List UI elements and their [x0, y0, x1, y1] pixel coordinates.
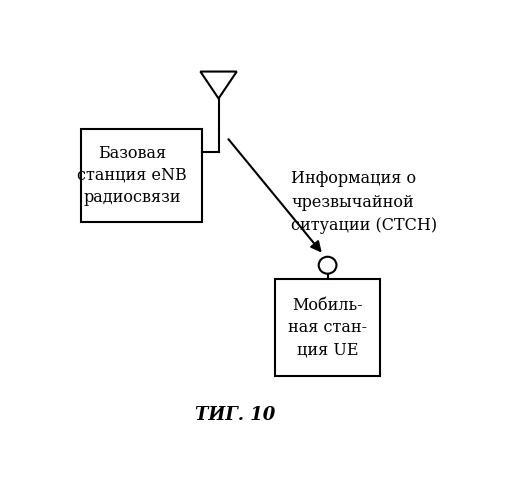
Bar — [81, 130, 202, 222]
Text: Базовая
станция eNB
радиосвязи: Базовая станция eNB радиосвязи — [77, 145, 187, 206]
Polygon shape — [201, 72, 237, 99]
Text: Мобиль-
ная стан-
ция UE: Мобиль- ная стан- ция UE — [288, 297, 367, 358]
Text: ΤИГ. 10: ΤИГ. 10 — [194, 406, 275, 424]
Text: Информация о
чрезвычайной
ситуации (СТСН): Информация о чрезвычайной ситуации (СТСН… — [291, 170, 437, 234]
Bar — [275, 280, 380, 376]
Circle shape — [319, 256, 337, 274]
